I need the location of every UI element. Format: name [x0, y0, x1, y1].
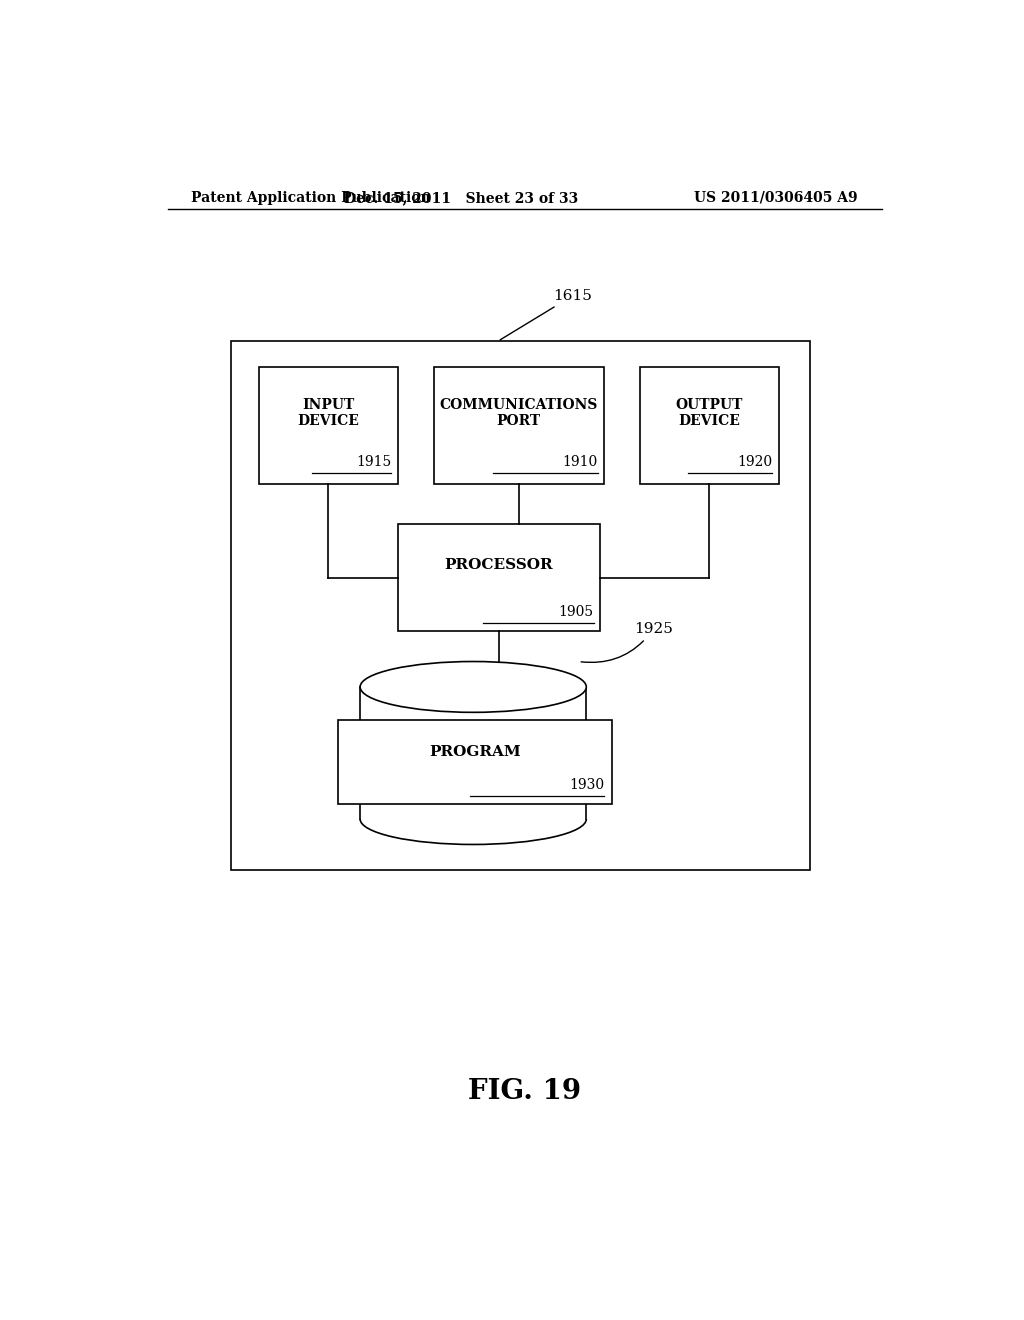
Text: FIG. 19: FIG. 19 [468, 1078, 582, 1105]
Text: 1930: 1930 [569, 777, 604, 792]
Bar [259, 367, 397, 483]
Text: 1920: 1920 [737, 455, 772, 470]
Text: PROGRAM: PROGRAM [429, 744, 521, 759]
Bar [231, 342, 811, 870]
Text: Patent Application Publication: Patent Application Publication [191, 191, 431, 205]
Bar [640, 367, 779, 483]
Bar [338, 721, 612, 804]
Text: 1915: 1915 [356, 455, 391, 470]
Text: OUTPUT
DEVICE: OUTPUT DEVICE [676, 397, 743, 428]
Text: 1910: 1910 [562, 455, 598, 470]
Text: INPUT
DEVICE: INPUT DEVICE [297, 397, 359, 428]
Text: PROCESSOR: PROCESSOR [444, 558, 553, 573]
Bar [397, 524, 600, 631]
Text: 1615: 1615 [500, 289, 592, 341]
Ellipse shape [360, 661, 587, 713]
Bar [433, 367, 604, 483]
Text: COMMUNICATIONS
PORT: COMMUNICATIONS PORT [439, 397, 598, 428]
Text: Dec. 15, 2011   Sheet 23 of 33: Dec. 15, 2011 Sheet 23 of 33 [344, 191, 579, 205]
Text: 1925: 1925 [582, 622, 673, 663]
Text: US 2011/0306405 A9: US 2011/0306405 A9 [694, 191, 858, 205]
Text: 1905: 1905 [559, 605, 594, 619]
